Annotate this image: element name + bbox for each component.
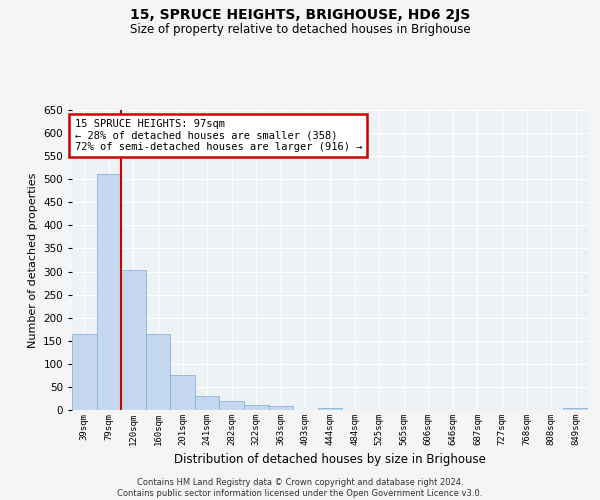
Bar	[269, 406, 293, 410]
Text: 15, SPRUCE HEIGHTS, BRIGHOUSE, HD6 2JS: 15, SPRUCE HEIGHTS, BRIGHOUSE, HD6 2JS	[130, 8, 470, 22]
Bar	[146, 334, 170, 410]
X-axis label: Distribution of detached houses by size in Brighouse: Distribution of detached houses by size …	[174, 454, 486, 466]
Bar	[170, 376, 195, 410]
Text: Size of property relative to detached houses in Brighouse: Size of property relative to detached ho…	[130, 22, 470, 36]
Bar	[220, 401, 244, 410]
Bar	[318, 408, 342, 410]
Bar	[72, 334, 97, 410]
Bar	[97, 174, 121, 410]
Bar	[244, 406, 269, 410]
Text: 15 SPRUCE HEIGHTS: 97sqm
← 28% of detached houses are smaller (358)
72% of semi-: 15 SPRUCE HEIGHTS: 97sqm ← 28% of detach…	[74, 119, 362, 152]
Text: Contains HM Land Registry data © Crown copyright and database right 2024.
Contai: Contains HM Land Registry data © Crown c…	[118, 478, 482, 498]
Bar	[121, 270, 146, 410]
Bar	[563, 408, 588, 410]
Y-axis label: Number of detached properties: Number of detached properties	[28, 172, 38, 348]
Bar	[195, 396, 220, 410]
